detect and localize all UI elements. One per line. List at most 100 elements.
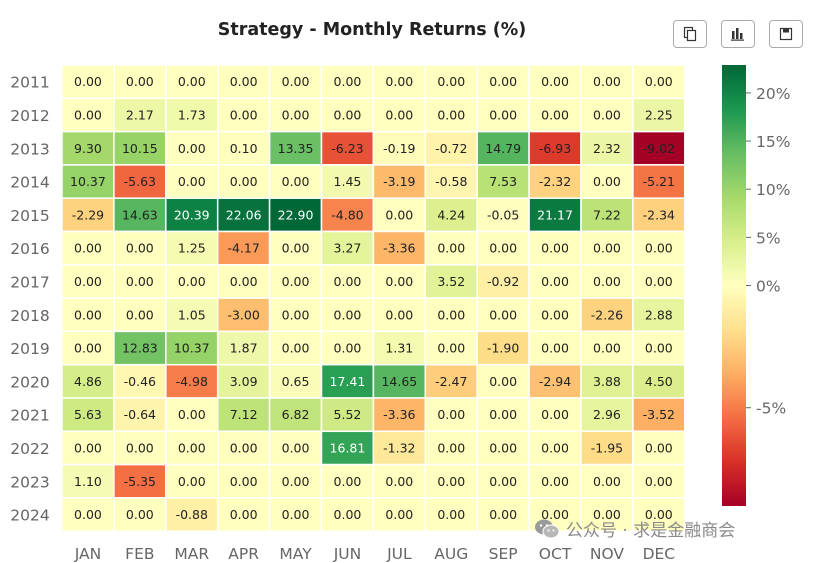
cell-value-label: 0.00	[385, 74, 413, 89]
cell-value-label: 3.52	[437, 274, 465, 289]
cell-value-label: 2.96	[593, 407, 621, 422]
cell-value-label: 0.00	[178, 141, 206, 156]
cell-value-label: 0.00	[74, 74, 102, 89]
heatmap-cell	[632, 230, 686, 266]
cell-value-label: 0.00	[334, 341, 362, 356]
cell-value-label: 0.65	[282, 374, 310, 389]
cell-value-label: -4.80	[331, 207, 363, 222]
cell-value-label: 0.00	[74, 341, 102, 356]
y-tick-label: 2016	[10, 240, 49, 258]
heatmap-cell	[528, 297, 582, 333]
save-button[interactable]	[769, 20, 803, 48]
cell-value-label: 5.52	[334, 407, 362, 422]
heatmap-cell	[372, 330, 427, 366]
x-tick-label: JAN	[74, 545, 102, 563]
heatmap-cell	[580, 397, 634, 433]
heatmap-cell	[424, 363, 478, 399]
cell-value-label: -0.72	[435, 141, 467, 156]
heatmap-cell	[268, 397, 323, 433]
heatmap-cell	[528, 230, 582, 266]
cell-value-label: -3.19	[383, 174, 415, 189]
cell-value-label: 0.00	[489, 241, 517, 256]
cell-value-label: 22.06	[226, 207, 262, 222]
heatmap-cell	[424, 97, 478, 133]
cell-value-label: 1.31	[385, 341, 413, 356]
cell-value-label: 0.00	[282, 474, 310, 489]
cell-value-label: 0.00	[593, 507, 621, 522]
y-tick-label: 2013	[10, 140, 49, 158]
cell-value-label: -4.17	[227, 241, 259, 256]
heatmap-cell	[476, 397, 530, 433]
heatmap-cell	[528, 430, 582, 466]
heatmap-cell	[528, 463, 582, 499]
heatmap-cell	[61, 197, 115, 233]
cell-value-label: 2.17	[126, 107, 154, 122]
cell-value-label: 0.00	[489, 407, 517, 422]
cell-value-label: 0.00	[334, 74, 362, 89]
x-tick-label: MAR	[174, 545, 209, 563]
heatmap-cell	[476, 297, 530, 333]
y-tick-label: 2015	[10, 207, 49, 225]
cell-value-label: 3.27	[334, 241, 362, 256]
heatmap-cell	[372, 130, 427, 166]
cell-value-label: 0.00	[178, 407, 206, 422]
y-tick-label: 2014	[10, 174, 49, 192]
cell-value-label: 4.86	[74, 374, 102, 389]
cell-value-label: -1.90	[487, 341, 519, 356]
heatmap-cell	[216, 463, 271, 499]
cell-value-label: 0.00	[489, 374, 517, 389]
heatmap-cell	[476, 197, 530, 233]
cell-value-label: 10.37	[70, 174, 106, 189]
cell-value-label: 0.00	[74, 274, 102, 289]
heatmap-cell	[476, 497, 530, 532]
cell-value-label: 0.00	[282, 507, 310, 522]
x-tick-label: JUL	[386, 545, 412, 563]
x-tick-label: AUG	[434, 545, 468, 563]
heatmap-cell	[320, 497, 375, 532]
wechat-icon	[535, 519, 560, 538]
save-icon	[779, 27, 793, 41]
cell-value-label: 0.00	[282, 341, 310, 356]
cell-value-label: 17.41	[330, 374, 366, 389]
copy-button[interactable]	[673, 20, 707, 48]
cell-value-label: 7.12	[230, 407, 258, 422]
cell-value-label: 0.00	[489, 507, 517, 522]
copy-icon	[683, 26, 697, 42]
cell-value-label: 0.00	[282, 241, 310, 256]
y-tick-label: 2021	[10, 407, 49, 425]
heatmap-cell	[372, 164, 427, 199]
heatmap-cell	[320, 97, 375, 133]
cell-value-label: 0.00	[282, 174, 310, 189]
cell-value-label: 0.00	[437, 341, 465, 356]
heatmap-cell	[424, 64, 478, 100]
heatmap-cell	[476, 130, 530, 166]
heatmap-cell	[372, 264, 427, 299]
cell-value-label: 0.00	[437, 507, 465, 522]
cell-value-label: 0.00	[645, 241, 673, 256]
cell-value-label: 0.00	[74, 107, 102, 122]
cell-value-label: 0.00	[385, 274, 413, 289]
cell-value-label: 14.65	[381, 374, 417, 389]
cell-value-label: 0.00	[385, 474, 413, 489]
cell-value-label: 0.00	[541, 107, 569, 122]
cell-value-label: 0.00	[437, 107, 465, 122]
heatmap-cell	[216, 497, 271, 532]
cell-value-label: -0.64	[124, 407, 156, 422]
cell-value-label: 0.00	[74, 440, 102, 455]
cell-value-label: 0.00	[489, 74, 517, 89]
chart-button[interactable]	[721, 20, 755, 48]
cell-value-label: 0.00	[385, 207, 413, 222]
cell-value-label: -2.34	[643, 207, 675, 222]
heatmap-cell	[165, 497, 219, 532]
heatmap-cell	[165, 397, 219, 433]
heatmap-cell	[113, 430, 167, 466]
heatmap-cell	[580, 97, 634, 133]
cell-value-label: 0.00	[541, 307, 569, 322]
cell-value-label: -0.88	[176, 507, 208, 522]
cell-value-label: 9.30	[74, 141, 102, 156]
heatmap-cell	[372, 463, 427, 499]
cell-value-label: 0.00	[489, 307, 517, 322]
cell-value-label: 0.00	[541, 474, 569, 489]
cell-value-label: 0.00	[230, 507, 258, 522]
